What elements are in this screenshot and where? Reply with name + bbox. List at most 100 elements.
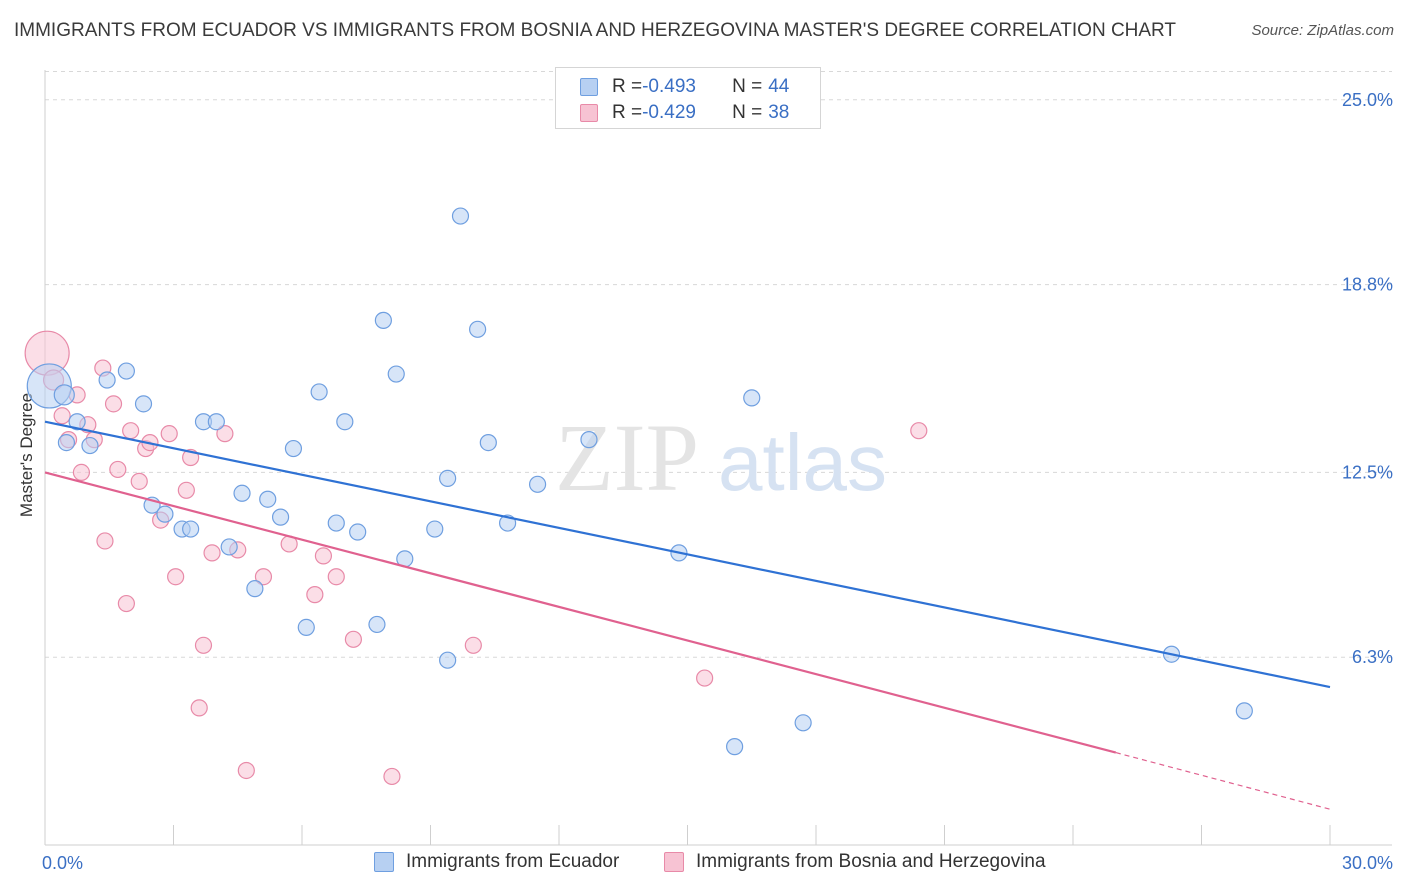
legend-n-label: N = [732,76,763,97]
bosnia-trend-line [44,471,1117,754]
legend-r-label: R = [612,102,643,123]
bottom-swatch-ecuador [374,852,394,872]
bosnia-point [216,425,234,443]
bosnia-point [344,630,362,648]
ecuador-point [469,320,487,338]
y-tick-label: 6.3% [1352,647,1393,667]
ecuador-point [233,484,251,502]
bosnia-point [104,395,123,413]
bosnia-point [109,460,127,479]
ecuador-point [117,362,135,380]
ecuador-point [368,615,386,634]
bosnia-point [383,767,401,786]
bosnia-point [203,544,221,562]
y-tick-label: 12.5% [1342,462,1393,482]
series-ecuador [26,207,1253,756]
watermark-zip: ZIP [555,404,699,511]
y-axis-title: Master's Degree [17,393,36,517]
legend-row-ecuador: R = -0.493 N = 44 [580,75,789,99]
bottom-swatch-bosnia [664,852,684,872]
ecuador-point [387,365,405,383]
legend-row-bosnia: R = -0.429 N = 38 [580,101,789,125]
ecuador-point [374,311,392,329]
bosnia-point [177,481,195,499]
legend-r-value: -0.429 [642,102,696,123]
ecuador-point [439,651,457,669]
ecuador-point [284,439,303,458]
bosnia-point [254,568,273,586]
y-tick-labels: 25.0% 18.8% 12.5% 6.3% [1342,90,1393,667]
bosnia-point [53,407,71,425]
bosnia-point [130,472,148,490]
x-tick-labels: 0.0% 30.0% [42,853,1393,873]
legend-r-label: R = [612,76,643,97]
chart-title: IMMIGRANTS FROM ECUADOR VS IMMIGRANTS FR… [14,20,1177,41]
bosnia-point [464,636,482,654]
ecuador-point [743,389,761,407]
bottom-legend-ecuador-label: Immigrants from Ecuador [406,851,620,872]
legend-n-value: 38 [768,102,790,123]
source-label: Source: ZipAtlas.com [1251,22,1394,39]
bosnia-point [314,547,333,565]
bosnia-point [96,532,114,550]
legend-swatch-bosnia [580,104,598,122]
axes [44,70,1392,846]
watermark: ZIP atlas [555,404,887,511]
y-tick-label: 25.0% [1342,90,1393,110]
ecuador-point [726,738,744,756]
ecuador-point [182,520,200,538]
legend-n-value: 44 [768,76,790,97]
ecuador-point [426,520,444,538]
grid-lines [45,70,1392,658]
bosnia-point [160,425,178,443]
legend-swatch-ecuador [580,78,598,96]
bosnia-point [122,422,140,440]
ecuador-point [207,413,225,431]
legend-r-value: -0.493 [642,76,696,97]
ecuador-trend-line [44,420,1331,689]
bosnia-point [327,568,345,586]
ecuador-point [297,618,315,637]
ecuador-point [53,384,75,406]
ecuador-point [479,433,497,452]
ecuador-point [271,508,290,526]
ecuador-point [439,469,457,487]
ecuador-point [349,523,367,541]
x-tick-label: 30.0% [1342,853,1393,873]
ecuador-point [81,436,99,455]
ecuador-point [246,580,264,598]
x-tick-label: 0.0% [42,853,83,873]
trend-lines [44,420,1331,810]
bosnia-point [72,463,91,482]
bosnia-point [910,422,928,440]
bosnia-point [190,699,208,717]
legend-n-label: N = [732,102,763,123]
bosnia-point [117,594,135,613]
ecuador-point [451,207,470,225]
bosnia-point [167,568,185,586]
ecuador-point [98,371,116,389]
ecuador-point [134,395,153,413]
bottom-legend-ecuador: Immigrants from Ecuador [374,851,619,873]
ecuador-point [327,514,345,532]
bosnia-point [696,669,714,687]
ecuador-point [57,433,76,452]
ecuador-point [68,413,86,431]
bosnia-point [194,636,213,654]
ecuador-point [156,505,174,523]
bosnia-point [237,761,255,780]
y-tick-label: 18.8% [1342,275,1393,295]
bosnia-trend-extension [1115,752,1331,810]
bosnia-point [306,586,324,604]
series-bosnia [24,330,928,786]
ecuador-point [1235,702,1253,720]
ecuador-point [528,475,547,493]
ecuador-point [336,413,354,431]
watermark-atlas: atlas [718,418,887,507]
ecuador-point [580,431,598,449]
ecuador-point [310,383,328,401]
bottom-legend-bosnia: Immigrants from Bosnia and Herzegovina [664,851,1046,873]
correlation-legend: R = -0.493 N = 44 R = -0.429 N = 38 [555,67,821,129]
ecuador-point [220,538,238,556]
